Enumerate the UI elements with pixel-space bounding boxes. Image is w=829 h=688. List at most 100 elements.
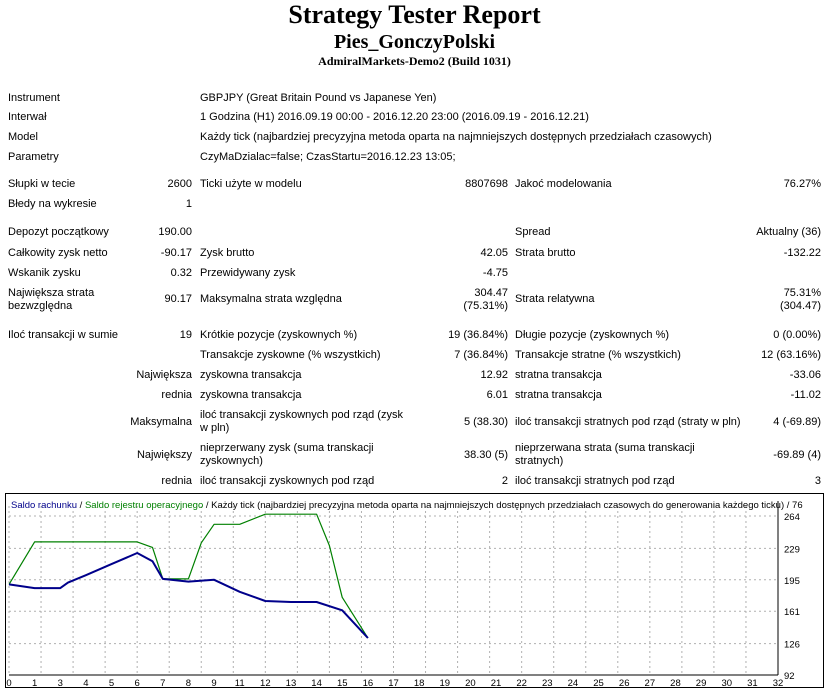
x-tick-label: 24 (568, 678, 579, 688)
spread-value: Aktualny (36) (756, 226, 821, 238)
y-axis-ticks: 264 229 195 161 126 92 (784, 512, 800, 682)
absolute-drawdown-value: 90.17 (164, 293, 192, 305)
chart-series (8, 513, 369, 639)
loss-trades-label: Transakcje stratne (% wszystkich) (515, 349, 681, 361)
maximal-prefix: Największy (136, 449, 192, 461)
x-tick-label: 14 (311, 678, 322, 688)
maximal-drawdown-value: 304.47 (474, 287, 508, 299)
x-tick-label: 25 (593, 678, 604, 688)
profit-factor-label: Wskanik zysku (8, 267, 81, 279)
x-tick-label: 23 (542, 678, 553, 688)
maximal-consecutive-loss-label: nieprzerwana strata (suma transkacji str… (515, 442, 695, 467)
x-tick-label: 9 (211, 678, 216, 688)
x-tick-label: 0 (6, 678, 11, 688)
total-trades-value: 19 (179, 329, 192, 341)
x-tick-label: 11 (235, 678, 245, 688)
x-tick-label: 26 (619, 678, 630, 688)
average-loss-label: stratna transakcja (515, 389, 602, 401)
x-tick-label: 6 (135, 678, 140, 688)
max-consecutive-wins-value: 5 (38.30) (463, 416, 508, 428)
expert-name: Pies_GonczyPolski (333, 31, 496, 53)
x-tick-label: 32 (773, 678, 784, 688)
expected-payoff-label: Przewidywany zysk (200, 267, 296, 279)
errors-value: 1 (185, 198, 192, 210)
y-tick-label: 229 (784, 544, 800, 555)
max-consecutive-losses-label: iloć transakcji stratnych pod rząd (stra… (515, 416, 741, 428)
maximum-prefix: Maksymalna (130, 416, 192, 428)
maximal-consecutive-loss-value: -69.89 (4) (773, 449, 821, 461)
x-axis-ticks: 0 1 3 4 5 6 7 8 9 11 12 13 14 15 16 17 18 19 20 21 22 23 24 25 2… (6, 678, 783, 688)
y-tick-label: 92 (784, 671, 795, 682)
x-tick-label: 22 (516, 678, 527, 688)
x-tick-label: 20 (465, 678, 476, 688)
gross-loss-label: Strata brutto (515, 247, 576, 259)
largest-loss-value: -33.06 (789, 369, 821, 381)
total-trades-label: Iloć transakcji w sumie (8, 329, 119, 341)
average-profit-value: 6.01 (486, 389, 508, 401)
legend-separator-2: / (203, 500, 211, 511)
largest-profit-value: 12.92 (480, 369, 508, 381)
absolute-drawdown-label: Największa strata bezwzględna (8, 287, 95, 312)
short-positions-value: 19 (36.84%) (448, 329, 508, 341)
instrument-value: GBPJPY (Great Britain Pound vs Japanese … (200, 92, 437, 104)
x-tick-label: 8 (186, 678, 191, 688)
y-tick-label: 195 (784, 576, 800, 587)
expected-payoff-value: -4.75 (482, 267, 508, 279)
x-tick-label: 31 (747, 678, 758, 688)
y-tick-label: 126 (784, 640, 800, 651)
relative-drawdown-percent: 75.31% (783, 287, 821, 299)
bars-value: 2600 (167, 178, 192, 190)
instrument-label: Instrument (8, 92, 60, 104)
maximal-drawdown-percent: (75.31%) (463, 300, 508, 312)
quality-label: Jakoć modelowania (515, 178, 612, 190)
x-tick-label: 19 (439, 678, 450, 688)
ticks-label: Ticki użyte w modelu (200, 178, 302, 190)
largest-prefix: Największa (136, 369, 192, 381)
x-tick-label: 27 (645, 678, 656, 688)
gross-profit-label: Zysk brutto (200, 247, 255, 259)
model-label: Model (8, 131, 38, 143)
interval-label: Interwał (8, 111, 47, 123)
bars-label: Słupki w tecie (8, 178, 76, 190)
legend-separator-1: / (77, 500, 85, 511)
short-positions-label: Krótkie pozycje (zyskownych %) (200, 329, 358, 341)
average-loss-value: -11.02 (790, 389, 821, 401)
long-positions-label: Długie pozycje (zyskownych %) (515, 329, 670, 341)
avg-consecutive-wins-label: iloć transakcji zyskownych pod rząd (200, 475, 375, 487)
x-tick-label: 13 (286, 678, 297, 688)
x-tick-label: 28 (670, 678, 681, 688)
maximal-consecutive-profit-value: 38.30 (5) (463, 449, 508, 461)
legend-equity: Saldo rejestru operacyjnego (85, 500, 203, 511)
chart-legend: Saldo rachunku / Saldo rejestru operacyj… (11, 500, 803, 511)
deposit-value: 190.00 (158, 226, 192, 238)
x-tick-label: 12 (260, 678, 271, 688)
average-profit-label: zyskowna transakcja (200, 389, 302, 401)
legend-model: Każdy tick (najbardziej precyzyjna metod… (211, 500, 784, 511)
report-title: Strategy Tester Report (288, 0, 541, 29)
params-value: CzyMaDzialac=false; CzasStartu=2016.12.2… (200, 151, 456, 163)
avg-consecutive-prefix: rednia (161, 475, 192, 487)
legend-balance: Saldo rachunku (11, 500, 77, 511)
avg-consecutive-losses-label: iloć transakcji stratnych pod rząd (515, 475, 675, 487)
x-tick-label: 29 (696, 678, 707, 688)
balance-line (8, 552, 369, 639)
profit-trades-label: Transakcje zyskowne (% wszystkich) (200, 349, 381, 361)
x-tick-label: 1 (32, 678, 37, 688)
x-tick-label: 17 (388, 678, 399, 688)
gross-loss-value: -132.22 (783, 247, 821, 259)
net-profit-label: Całkowity zysk netto (8, 247, 108, 259)
relative-drawdown-value: (304.47) (780, 300, 821, 312)
x-tick-label: 16 (363, 678, 374, 688)
profit-trades-value: 7 (36.84%) (454, 349, 508, 361)
net-profit-value: -90.17 (160, 247, 192, 259)
gross-profit-value: 42.05 (480, 247, 508, 259)
y-tick-label: 161 (784, 607, 800, 618)
spread-label: Spread (515, 226, 551, 238)
params-label: Parametry (8, 151, 59, 163)
avg-consecutive-losses-value: 3 (814, 475, 821, 487)
maximal-consecutive-profit-label: nieprzerwany zysk (suma transkacji zysko… (200, 442, 374, 467)
profit-factor-value: 0.32 (170, 267, 192, 279)
max-consecutive-wins-label: iloć transakcji zyskownych pod rząd (zys… (200, 409, 403, 434)
x-tick-label: 4 (83, 678, 88, 688)
